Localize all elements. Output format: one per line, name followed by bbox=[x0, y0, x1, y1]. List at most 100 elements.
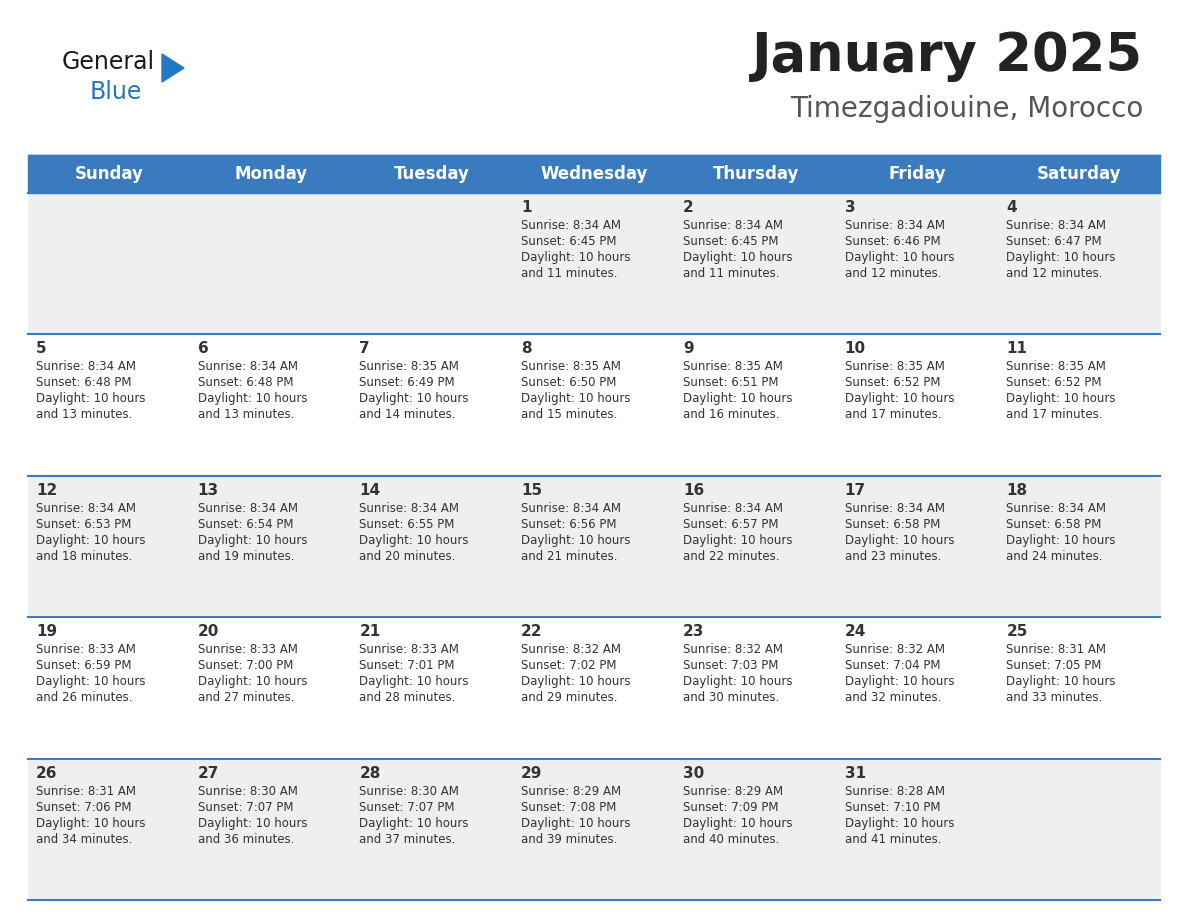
Text: 17: 17 bbox=[845, 483, 866, 498]
Text: 24: 24 bbox=[845, 624, 866, 639]
Text: Daylight: 10 hours: Daylight: 10 hours bbox=[360, 392, 469, 406]
Text: Sunday: Sunday bbox=[75, 165, 144, 183]
Text: 30: 30 bbox=[683, 766, 704, 780]
Text: Daylight: 10 hours: Daylight: 10 hours bbox=[522, 533, 631, 547]
Text: and 40 minutes.: and 40 minutes. bbox=[683, 833, 779, 845]
Bar bbox=[29, 617, 1159, 758]
Text: and 17 minutes.: and 17 minutes. bbox=[845, 409, 941, 421]
Text: 9: 9 bbox=[683, 341, 694, 356]
Text: 19: 19 bbox=[36, 624, 57, 639]
Text: and 17 minutes.: and 17 minutes. bbox=[1006, 409, 1102, 421]
Text: Sunrise: 8:33 AM: Sunrise: 8:33 AM bbox=[197, 644, 297, 656]
Text: Daylight: 10 hours: Daylight: 10 hours bbox=[845, 533, 954, 547]
Text: Sunset: 6:56 PM: Sunset: 6:56 PM bbox=[522, 518, 617, 531]
Text: Sunrise: 8:33 AM: Sunrise: 8:33 AM bbox=[360, 644, 460, 656]
Text: and 26 minutes.: and 26 minutes. bbox=[36, 691, 133, 704]
Text: Sunrise: 8:34 AM: Sunrise: 8:34 AM bbox=[197, 502, 298, 515]
Text: Sunrise: 8:31 AM: Sunrise: 8:31 AM bbox=[36, 785, 135, 798]
Text: 6: 6 bbox=[197, 341, 208, 356]
Text: Daylight: 10 hours: Daylight: 10 hours bbox=[683, 251, 792, 264]
Text: Sunset: 6:48 PM: Sunset: 6:48 PM bbox=[197, 376, 293, 389]
Text: Sunrise: 8:35 AM: Sunrise: 8:35 AM bbox=[522, 361, 621, 374]
Text: 21: 21 bbox=[360, 624, 380, 639]
Text: and 27 minutes.: and 27 minutes. bbox=[197, 691, 295, 704]
Text: Daylight: 10 hours: Daylight: 10 hours bbox=[197, 533, 308, 547]
Text: Sunset: 6:47 PM: Sunset: 6:47 PM bbox=[1006, 235, 1102, 248]
Text: Sunset: 6:55 PM: Sunset: 6:55 PM bbox=[360, 518, 455, 531]
Text: and 13 minutes.: and 13 minutes. bbox=[197, 409, 295, 421]
Text: and 24 minutes.: and 24 minutes. bbox=[1006, 550, 1102, 563]
Text: and 11 minutes.: and 11 minutes. bbox=[522, 267, 618, 280]
Text: Daylight: 10 hours: Daylight: 10 hours bbox=[1006, 676, 1116, 688]
Text: and 22 minutes.: and 22 minutes. bbox=[683, 550, 779, 563]
Text: Sunset: 6:58 PM: Sunset: 6:58 PM bbox=[1006, 518, 1101, 531]
Text: Daylight: 10 hours: Daylight: 10 hours bbox=[36, 533, 145, 547]
Text: and 34 minutes.: and 34 minutes. bbox=[36, 833, 132, 845]
Text: and 12 minutes.: and 12 minutes. bbox=[845, 267, 941, 280]
Text: Sunset: 6:53 PM: Sunset: 6:53 PM bbox=[36, 518, 132, 531]
Text: 5: 5 bbox=[36, 341, 46, 356]
Text: Sunset: 6:57 PM: Sunset: 6:57 PM bbox=[683, 518, 778, 531]
Text: Sunrise: 8:33 AM: Sunrise: 8:33 AM bbox=[36, 644, 135, 656]
Text: Daylight: 10 hours: Daylight: 10 hours bbox=[683, 533, 792, 547]
Text: Sunrise: 8:34 AM: Sunrise: 8:34 AM bbox=[1006, 502, 1106, 515]
Text: Timezgadiouine, Morocco: Timezgadiouine, Morocco bbox=[790, 95, 1143, 123]
Text: 25: 25 bbox=[1006, 624, 1028, 639]
Text: Sunset: 6:49 PM: Sunset: 6:49 PM bbox=[360, 376, 455, 389]
Text: Daylight: 10 hours: Daylight: 10 hours bbox=[360, 533, 469, 547]
Text: 22: 22 bbox=[522, 624, 543, 639]
Text: and 11 minutes.: and 11 minutes. bbox=[683, 267, 779, 280]
Text: Daylight: 10 hours: Daylight: 10 hours bbox=[36, 676, 145, 688]
Text: Sunrise: 8:34 AM: Sunrise: 8:34 AM bbox=[683, 502, 783, 515]
Text: Daylight: 10 hours: Daylight: 10 hours bbox=[522, 392, 631, 406]
Text: Blue: Blue bbox=[90, 80, 143, 104]
Text: Sunset: 7:05 PM: Sunset: 7:05 PM bbox=[1006, 659, 1101, 672]
Text: Sunset: 6:52 PM: Sunset: 6:52 PM bbox=[1006, 376, 1101, 389]
Text: Daylight: 10 hours: Daylight: 10 hours bbox=[1006, 392, 1116, 406]
Bar bbox=[29, 334, 1159, 476]
Text: Sunset: 7:00 PM: Sunset: 7:00 PM bbox=[197, 659, 293, 672]
Text: and 23 minutes.: and 23 minutes. bbox=[845, 550, 941, 563]
Text: Sunrise: 8:32 AM: Sunrise: 8:32 AM bbox=[845, 644, 944, 656]
Text: and 41 minutes.: and 41 minutes. bbox=[845, 833, 941, 845]
Text: Wednesday: Wednesday bbox=[541, 165, 647, 183]
Text: Daylight: 10 hours: Daylight: 10 hours bbox=[845, 392, 954, 406]
Text: Sunset: 6:46 PM: Sunset: 6:46 PM bbox=[845, 235, 940, 248]
Text: Sunrise: 8:34 AM: Sunrise: 8:34 AM bbox=[1006, 219, 1106, 232]
Text: Daylight: 10 hours: Daylight: 10 hours bbox=[360, 676, 469, 688]
Text: and 32 minutes.: and 32 minutes. bbox=[845, 691, 941, 704]
Text: January 2025: January 2025 bbox=[752, 30, 1143, 82]
Text: 1: 1 bbox=[522, 200, 532, 215]
Text: and 28 minutes.: and 28 minutes. bbox=[360, 691, 456, 704]
Text: Sunrise: 8:32 AM: Sunrise: 8:32 AM bbox=[683, 644, 783, 656]
Text: Daylight: 10 hours: Daylight: 10 hours bbox=[36, 817, 145, 830]
Text: Daylight: 10 hours: Daylight: 10 hours bbox=[683, 817, 792, 830]
Text: Daylight: 10 hours: Daylight: 10 hours bbox=[845, 251, 954, 264]
Text: and 15 minutes.: and 15 minutes. bbox=[522, 409, 618, 421]
Text: Sunset: 6:52 PM: Sunset: 6:52 PM bbox=[845, 376, 940, 389]
Text: Daylight: 10 hours: Daylight: 10 hours bbox=[522, 817, 631, 830]
Text: 28: 28 bbox=[360, 766, 381, 780]
Text: Sunrise: 8:34 AM: Sunrise: 8:34 AM bbox=[36, 502, 135, 515]
Text: Sunset: 7:06 PM: Sunset: 7:06 PM bbox=[36, 800, 132, 813]
Text: Sunrise: 8:34 AM: Sunrise: 8:34 AM bbox=[845, 502, 944, 515]
Text: Tuesday: Tuesday bbox=[394, 165, 470, 183]
Text: and 29 minutes.: and 29 minutes. bbox=[522, 691, 618, 704]
Text: Sunrise: 8:34 AM: Sunrise: 8:34 AM bbox=[36, 361, 135, 374]
Text: Sunrise: 8:29 AM: Sunrise: 8:29 AM bbox=[522, 785, 621, 798]
Text: 18: 18 bbox=[1006, 483, 1028, 498]
Text: 12: 12 bbox=[36, 483, 57, 498]
Text: Sunset: 6:54 PM: Sunset: 6:54 PM bbox=[197, 518, 293, 531]
Text: Sunrise: 8:29 AM: Sunrise: 8:29 AM bbox=[683, 785, 783, 798]
Text: 11: 11 bbox=[1006, 341, 1028, 356]
Text: 10: 10 bbox=[845, 341, 866, 356]
Text: Sunrise: 8:34 AM: Sunrise: 8:34 AM bbox=[522, 219, 621, 232]
Text: 20: 20 bbox=[197, 624, 219, 639]
Text: Daylight: 10 hours: Daylight: 10 hours bbox=[1006, 533, 1116, 547]
Text: 3: 3 bbox=[845, 200, 855, 215]
Text: Sunrise: 8:35 AM: Sunrise: 8:35 AM bbox=[683, 361, 783, 374]
Text: 16: 16 bbox=[683, 483, 704, 498]
Polygon shape bbox=[162, 54, 184, 82]
Text: Sunrise: 8:32 AM: Sunrise: 8:32 AM bbox=[522, 644, 621, 656]
Text: and 36 minutes.: and 36 minutes. bbox=[197, 833, 295, 845]
